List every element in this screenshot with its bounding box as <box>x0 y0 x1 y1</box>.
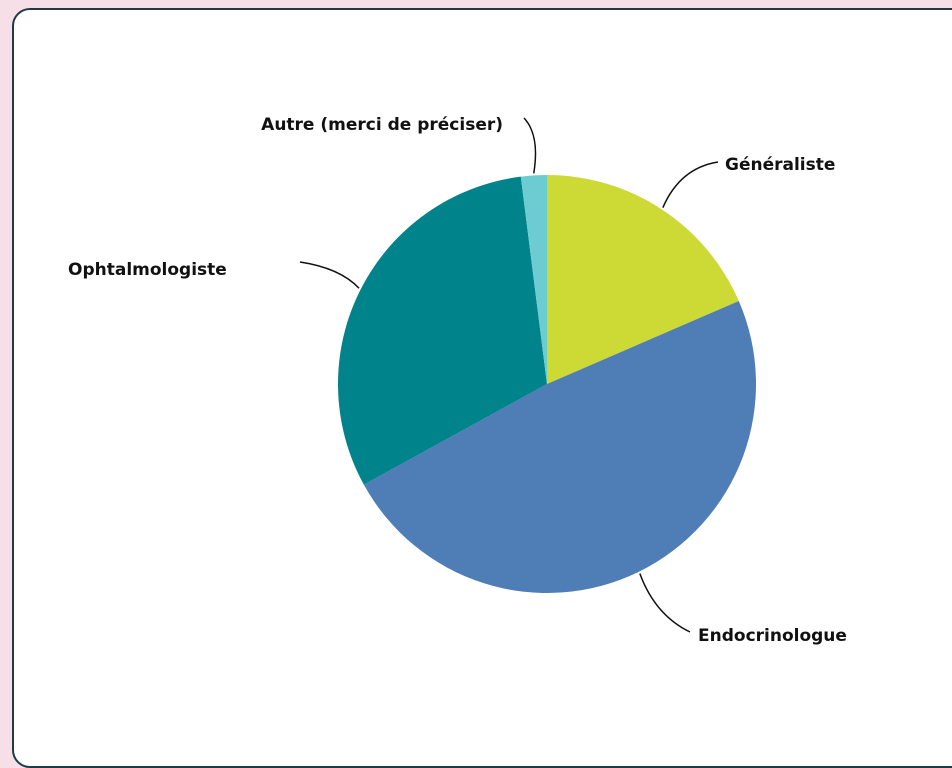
slice-label: Endocrinologue <box>698 626 847 646</box>
page: Généraliste Endocrinologue Ophtalmologiste… <box>12 8 952 768</box>
pie-slice <box>338 176 547 485</box>
slice-label: Ophtalmologiste <box>68 260 227 280</box>
slice-label: Autre (merci de préciser) <box>261 115 503 135</box>
chart: Généraliste Endocrinologue Ophtalmologiste… <box>68 115 847 646</box>
leader-line <box>639 573 691 633</box>
leader-line <box>299 261 360 289</box>
leader-line <box>523 117 537 174</box>
leader-line <box>662 161 719 208</box>
pie-slice <box>520 175 547 384</box>
slice-label: Généraliste <box>725 155 835 175</box>
pie-slice <box>547 175 739 384</box>
pie-slice <box>363 300 756 593</box>
